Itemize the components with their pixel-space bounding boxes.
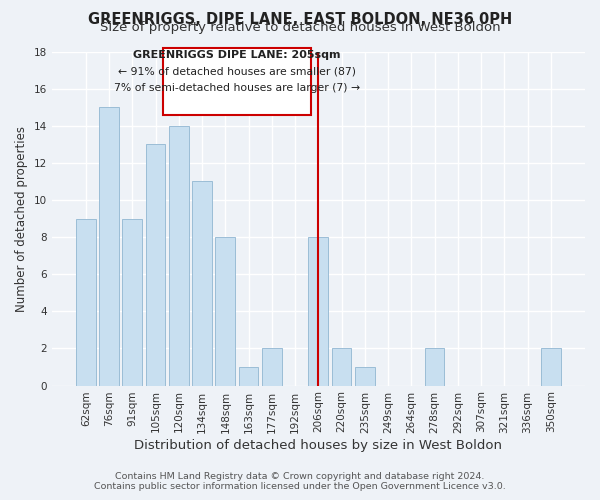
- Bar: [239, 367, 259, 386]
- Text: 7% of semi-detached houses are larger (7) →: 7% of semi-detached houses are larger (7…: [114, 83, 360, 93]
- Bar: [122, 218, 142, 386]
- Bar: [146, 144, 166, 386]
- Bar: [332, 348, 352, 386]
- X-axis label: Distribution of detached houses by size in West Boldon: Distribution of detached houses by size …: [134, 440, 502, 452]
- Bar: [76, 218, 95, 386]
- FancyBboxPatch shape: [163, 48, 311, 114]
- Y-axis label: Number of detached properties: Number of detached properties: [15, 126, 28, 312]
- Bar: [99, 107, 119, 386]
- Text: Contains HM Land Registry data © Crown copyright and database right 2024.: Contains HM Land Registry data © Crown c…: [115, 472, 485, 481]
- Bar: [355, 367, 375, 386]
- Text: Contains public sector information licensed under the Open Government Licence v3: Contains public sector information licen…: [94, 482, 506, 491]
- Bar: [308, 237, 328, 386]
- Text: ← 91% of detached houses are smaller (87): ← 91% of detached houses are smaller (87…: [118, 66, 356, 76]
- Bar: [192, 182, 212, 386]
- Text: GREENRIGGS DIPE LANE: 205sqm: GREENRIGGS DIPE LANE: 205sqm: [133, 50, 341, 59]
- Bar: [425, 348, 445, 386]
- Bar: [262, 348, 282, 386]
- Bar: [169, 126, 188, 386]
- Bar: [541, 348, 561, 386]
- Text: Size of property relative to detached houses in West Boldon: Size of property relative to detached ho…: [100, 22, 500, 35]
- Bar: [215, 237, 235, 386]
- Text: GREENRIGGS, DIPE LANE, EAST BOLDON, NE36 0PH: GREENRIGGS, DIPE LANE, EAST BOLDON, NE36…: [88, 12, 512, 26]
